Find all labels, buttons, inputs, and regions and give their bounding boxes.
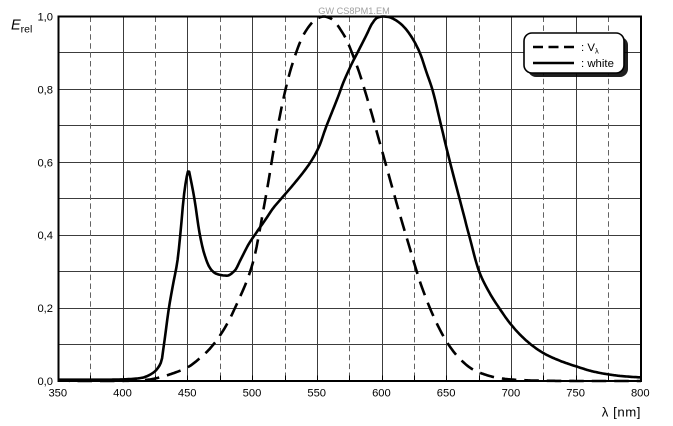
svg-text:700: 700	[502, 388, 521, 400]
svg-text:0,6: 0,6	[37, 157, 53, 169]
svg-text:450: 450	[178, 388, 197, 400]
svg-text:: Vλ: : Vλ	[581, 42, 599, 56]
svg-text:GW CS8PM1.EM: GW CS8PM1.EM	[318, 6, 389, 16]
svg-text:650: 650	[437, 388, 456, 400]
svg-text:: white: : white	[581, 58, 614, 70]
svg-text:600: 600	[372, 388, 391, 400]
svg-text:800: 800	[631, 388, 650, 400]
svg-text:350: 350	[48, 388, 67, 400]
svg-text:500: 500	[243, 388, 262, 400]
svg-text:Erel: Erel	[11, 18, 32, 36]
svg-text:0,8: 0,8	[37, 84, 53, 96]
svg-text:λ [nm]: λ [nm]	[602, 404, 641, 419]
svg-text:0,4: 0,4	[37, 230, 53, 242]
svg-text:550: 550	[307, 388, 326, 400]
svg-text:400: 400	[113, 388, 132, 400]
svg-text:0,2: 0,2	[37, 303, 53, 315]
svg-text:0,0: 0,0	[37, 376, 53, 388]
svg-text:1,0: 1,0	[37, 12, 53, 24]
svg-text:750: 750	[566, 388, 585, 400]
